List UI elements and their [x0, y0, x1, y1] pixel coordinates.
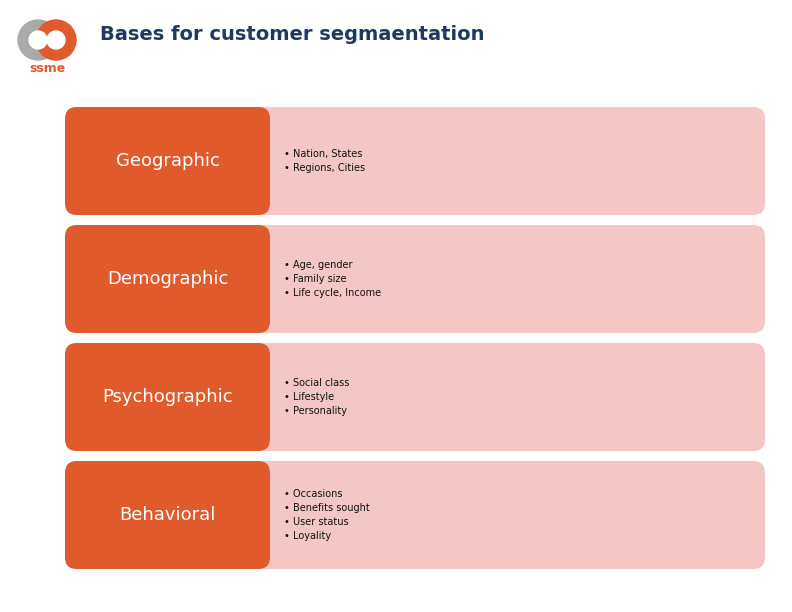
Circle shape — [47, 31, 65, 49]
FancyBboxPatch shape — [65, 461, 270, 569]
Text: Psychographic: Psychographic — [102, 388, 233, 406]
Text: • Loyality: • Loyality — [284, 531, 331, 541]
Text: ssme: ssme — [29, 61, 65, 75]
Text: • User status: • User status — [284, 517, 348, 527]
Text: Demographic: Demographic — [107, 270, 228, 288]
Text: • Life cycle, Income: • Life cycle, Income — [284, 288, 381, 298]
FancyBboxPatch shape — [65, 461, 765, 569]
Circle shape — [36, 20, 76, 60]
Text: Behavioral: Behavioral — [120, 506, 215, 524]
Text: • Occasions: • Occasions — [284, 489, 342, 499]
FancyBboxPatch shape — [65, 343, 270, 451]
Text: Geographic: Geographic — [116, 152, 219, 170]
FancyBboxPatch shape — [65, 107, 270, 215]
FancyBboxPatch shape — [65, 343, 765, 451]
Circle shape — [29, 31, 47, 49]
FancyBboxPatch shape — [65, 225, 765, 333]
Text: • Social class: • Social class — [284, 378, 349, 388]
Text: • Personality: • Personality — [284, 406, 347, 416]
Text: Bases for customer segmaentation: Bases for customer segmaentation — [100, 26, 485, 45]
Text: • Family size: • Family size — [284, 274, 347, 284]
Text: • Nation, States: • Nation, States — [284, 149, 363, 159]
Text: • Benefits sought: • Benefits sought — [284, 503, 370, 513]
FancyBboxPatch shape — [65, 107, 765, 215]
FancyBboxPatch shape — [65, 225, 270, 333]
Circle shape — [18, 20, 58, 60]
Text: • Age, gender: • Age, gender — [284, 260, 352, 270]
Text: • Lifestyle: • Lifestyle — [284, 392, 334, 402]
Text: • Regions, Cities: • Regions, Cities — [284, 163, 365, 173]
